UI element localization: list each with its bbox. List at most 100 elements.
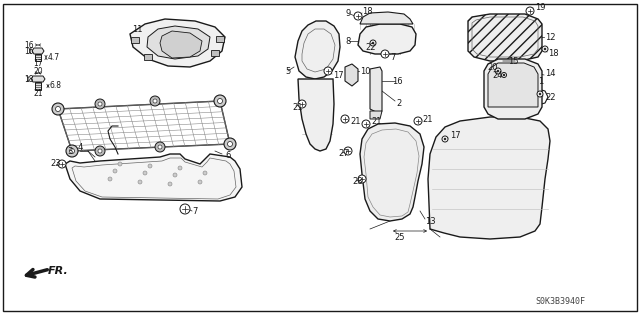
Circle shape (503, 74, 505, 76)
Text: 10: 10 (360, 66, 371, 76)
Text: 21: 21 (292, 102, 303, 112)
Circle shape (138, 180, 142, 184)
Polygon shape (345, 64, 358, 86)
Circle shape (178, 166, 182, 170)
Circle shape (180, 204, 190, 214)
Circle shape (372, 42, 374, 44)
Circle shape (203, 171, 207, 175)
Text: 16: 16 (392, 77, 403, 85)
Text: FR.: FR. (48, 266, 68, 276)
Polygon shape (144, 54, 152, 60)
Text: 25: 25 (395, 233, 405, 241)
Text: 21: 21 (422, 115, 433, 123)
Circle shape (118, 162, 122, 166)
Text: 22: 22 (545, 93, 556, 101)
Text: 21: 21 (350, 117, 360, 127)
Polygon shape (298, 79, 334, 151)
Text: 23: 23 (50, 160, 61, 168)
Circle shape (95, 99, 105, 109)
Text: 22: 22 (365, 42, 376, 51)
Circle shape (224, 138, 236, 150)
Text: 20: 20 (487, 63, 497, 71)
Circle shape (155, 142, 165, 152)
Polygon shape (360, 123, 424, 221)
Polygon shape (160, 31, 202, 58)
Polygon shape (370, 111, 382, 119)
Text: 8: 8 (345, 36, 350, 46)
Circle shape (526, 7, 534, 15)
Text: 13: 13 (425, 217, 436, 226)
Circle shape (98, 149, 102, 153)
Circle shape (414, 117, 422, 125)
Text: 15: 15 (508, 56, 518, 65)
Circle shape (344, 147, 352, 155)
Polygon shape (35, 54, 41, 61)
Polygon shape (211, 50, 219, 56)
Polygon shape (360, 12, 413, 24)
Circle shape (168, 182, 172, 186)
Polygon shape (31, 76, 45, 82)
Polygon shape (35, 82, 41, 90)
Circle shape (354, 12, 362, 20)
Text: 9: 9 (345, 10, 350, 19)
Circle shape (341, 115, 349, 123)
Circle shape (298, 100, 306, 108)
Text: 11: 11 (132, 26, 143, 34)
Text: 17: 17 (333, 70, 344, 79)
Polygon shape (468, 14, 542, 61)
Text: 18: 18 (24, 75, 33, 84)
Circle shape (108, 177, 112, 181)
Circle shape (58, 160, 66, 168)
Circle shape (358, 175, 366, 183)
Circle shape (98, 102, 102, 106)
Text: 19: 19 (535, 3, 545, 11)
Circle shape (66, 145, 78, 157)
Circle shape (502, 72, 506, 78)
Circle shape (70, 149, 74, 153)
Text: 21: 21 (371, 116, 381, 125)
Text: 14: 14 (545, 70, 556, 78)
Circle shape (544, 48, 546, 50)
Text: 6.8: 6.8 (50, 81, 62, 91)
Circle shape (150, 96, 160, 106)
Polygon shape (65, 154, 242, 201)
Polygon shape (358, 24, 416, 54)
Text: 27: 27 (338, 150, 349, 159)
Text: 17: 17 (450, 131, 461, 140)
Circle shape (227, 142, 232, 146)
Circle shape (218, 99, 223, 103)
Circle shape (537, 91, 543, 97)
Polygon shape (295, 21, 340, 79)
Circle shape (370, 40, 376, 46)
Text: 3: 3 (67, 146, 72, 155)
Text: S0K3B3940F: S0K3B3940F (535, 296, 585, 306)
Circle shape (95, 146, 105, 156)
Text: 21: 21 (33, 88, 42, 98)
Circle shape (173, 173, 177, 177)
Polygon shape (32, 48, 44, 54)
Text: 5: 5 (285, 66, 291, 76)
Circle shape (324, 67, 332, 75)
Text: 16: 16 (24, 41, 34, 50)
Polygon shape (370, 67, 382, 113)
Text: 7: 7 (192, 206, 197, 216)
Text: 4.7: 4.7 (48, 53, 60, 62)
Circle shape (542, 46, 548, 52)
Text: 18: 18 (362, 6, 372, 16)
Polygon shape (484, 59, 542, 119)
Text: 2: 2 (396, 99, 401, 108)
Circle shape (495, 68, 501, 74)
Circle shape (214, 95, 226, 107)
Circle shape (198, 180, 202, 184)
Circle shape (381, 50, 389, 58)
Text: 20: 20 (33, 66, 43, 76)
Text: 28: 28 (352, 177, 363, 187)
Circle shape (442, 136, 448, 142)
Polygon shape (131, 37, 139, 43)
Circle shape (497, 70, 499, 72)
Polygon shape (147, 26, 210, 59)
Text: 16: 16 (24, 47, 34, 56)
Circle shape (113, 169, 117, 173)
Text: 18: 18 (548, 48, 559, 57)
Circle shape (143, 171, 147, 175)
